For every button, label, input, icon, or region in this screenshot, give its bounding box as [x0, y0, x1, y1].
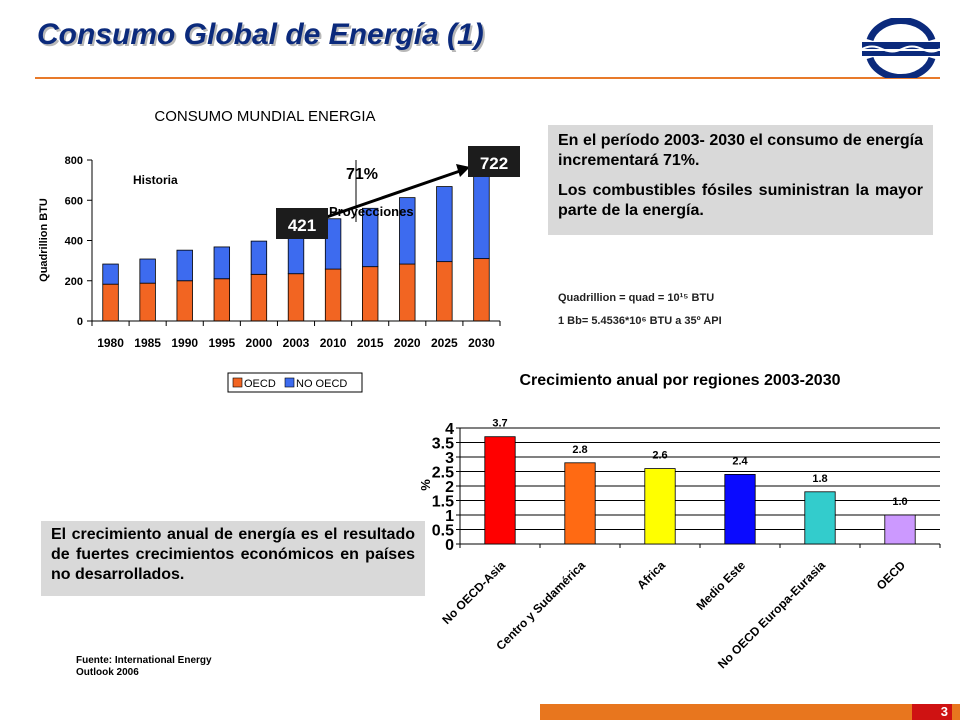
chart1-xtick-label: 1980 [97, 336, 124, 350]
legend-swatch-non-oecd [284, 377, 295, 388]
unit-note-quad: Quadrillion = quad = 10¹⁵ BTU [558, 292, 715, 304]
bar-non-oecd [399, 197, 416, 265]
chart1-xtick-label: 2015 [357, 336, 384, 350]
chart1-xtick-label: 1985 [134, 336, 161, 350]
growth-arrow [317, 169, 461, 222]
chart1-xtick-label: 2025 [431, 336, 458, 350]
summary-box: En el período 2003- 2030 el consumo de e… [548, 125, 933, 235]
bar-oecd [139, 282, 156, 322]
page-number: 3 [912, 704, 952, 720]
legend-label-oecd: OECD [244, 378, 276, 390]
unit-note-barrel: 1 Bb= 5.4536*10⁶ BTU a 35º API [558, 315, 722, 327]
bar-non-oecd [361, 207, 379, 268]
source-line-1: Fuente: International Energy [76, 655, 212, 666]
slide-title: Consumo Global de Energía (1) [37, 18, 484, 51]
bar-oecd [176, 280, 193, 322]
bar-non-oecd [176, 249, 193, 282]
chart1-xtick-label: 2030 [468, 336, 495, 350]
chart1-xtick-label: 2020 [394, 336, 421, 350]
chart1-ytick-label: 600 [65, 195, 83, 207]
chart1-xtick-label: 1990 [171, 336, 198, 350]
chart1-ytick-label: 0 [77, 316, 83, 328]
bar-oecd [213, 278, 231, 322]
bar-oecd [287, 273, 305, 322]
bar-non-oecd [473, 175, 490, 260]
bar-non-oecd [139, 258, 156, 284]
bar-non-oecd [250, 240, 268, 275]
title-divider [35, 77, 940, 79]
summary-line-1: En el período 2003- 2030 el consumo de e… [558, 132, 923, 169]
chart1-ytick-label: 800 [65, 155, 83, 167]
company-logo-icon [861, 18, 941, 78]
bar-non-oecd [324, 218, 342, 270]
bar-oecd [399, 263, 416, 322]
chart1-xtick-label: 2003 [283, 336, 310, 350]
chart1-ytick-label: 200 [65, 276, 83, 288]
chart1-xtick-label: 1995 [208, 336, 235, 350]
end-value-badge [468, 146, 520, 177]
chart1-ylabel: Quadrillion BTU [38, 198, 50, 282]
bar-oecd [436, 261, 453, 322]
growth-explanation-text: El crecimiento anual de energía es el re… [51, 526, 415, 583]
bar-oecd [250, 273, 268, 322]
start-value: 421 [288, 216, 316, 235]
bar-oecd [473, 258, 490, 322]
history-label: Historia [133, 173, 178, 187]
growth-label: 71% [346, 166, 378, 183]
chart1-ytick-label: 400 [65, 236, 83, 248]
bar-non-oecd [102, 263, 119, 285]
summary-line-2: Los combustibles fósiles suministran la … [558, 182, 923, 219]
chart1-legend: OECD NO OECD [227, 372, 363, 393]
legend-swatch-oecd [232, 377, 243, 388]
footer-bar [540, 704, 960, 720]
bar-non-oecd [436, 186, 453, 263]
bar-non-oecd [213, 246, 231, 280]
growth-arrow-head-icon [456, 164, 470, 177]
end-value: 722 [480, 154, 508, 173]
source-line-2: Outlook 2006 [76, 667, 139, 678]
bar-oecd [324, 268, 342, 322]
legend-label-non-oecd: NO OECD [296, 378, 347, 390]
chart1-xtick-label: 2000 [246, 336, 273, 350]
chart1-title: CONSUMO MUNDIAL ENERGIA [154, 108, 375, 125]
growth-explanation-box: El crecimiento anual de energía es el re… [41, 521, 425, 596]
bar-oecd [361, 266, 379, 322]
start-value-badge [276, 208, 328, 239]
bar-non-oecd [287, 235, 305, 275]
bar-oecd [102, 283, 119, 322]
source-note: Fuente: International Energy Outlook 200… [76, 655, 212, 679]
chart1-xtick-label: 2010 [320, 336, 347, 350]
